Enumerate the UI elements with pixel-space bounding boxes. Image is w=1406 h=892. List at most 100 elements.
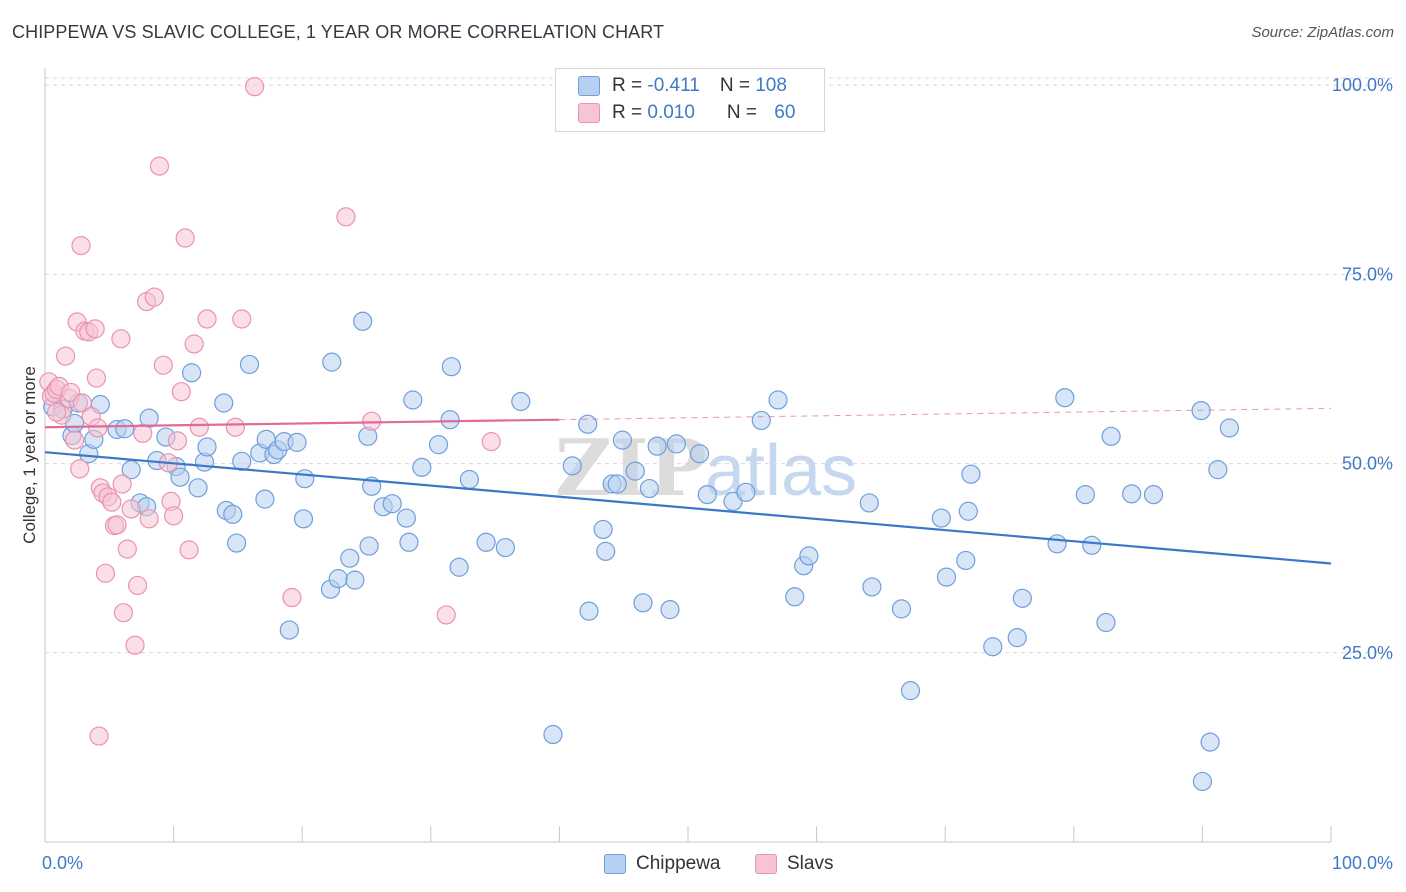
chippewa-point-19	[188, 478, 208, 498]
chippewa-point-9	[115, 419, 135, 439]
slavs-point-46	[179, 540, 199, 560]
chippewa-point-104	[1143, 485, 1164, 505]
chippewa-point-106	[1200, 732, 1220, 752]
slavs-n-label: N =	[726, 102, 763, 123]
chippewa-point-39	[328, 569, 348, 589]
chippewa-point-93	[961, 464, 981, 484]
slavs-point-32	[125, 635, 145, 655]
chippewa-point-45	[359, 536, 379, 556]
chippewa-r-label: R =	[612, 75, 648, 96]
slavs-point-11	[70, 459, 90, 479]
x-tick-label-max: 100.0%	[1332, 853, 1393, 873]
slavs-point-29	[113, 603, 134, 623]
chippewa-point-85	[859, 493, 879, 513]
slavs-point-24	[102, 492, 122, 512]
slavs-point-54	[336, 207, 356, 227]
chippewa-point-57	[459, 469, 479, 490]
chippewa-point-90	[936, 567, 957, 587]
slavs-point-59	[46, 402, 67, 422]
bottom-slavs-label: Slavs	[787, 853, 834, 874]
chippewa-point-24	[223, 504, 243, 524]
chippewa-point-80	[751, 410, 771, 431]
chippewa-point-84	[799, 546, 819, 566]
chart-title: CHIPPEWA VS SLAVIC COLLEGE, 1 YEAR OR MO…	[12, 22, 665, 42]
bottom-chippewa-swatch	[604, 854, 626, 874]
slavs-point-58	[89, 726, 109, 746]
chippewa-point-73	[647, 436, 667, 456]
slavs-point-39	[153, 355, 173, 375]
chippewa-point-54	[440, 410, 460, 430]
legend-row-slavs: R = 0.010 N = 60	[578, 100, 795, 126]
chippewa-point-48	[382, 494, 402, 514]
slavs-point-45	[175, 228, 195, 248]
slavs-point-22	[95, 563, 116, 583]
slavs-point-53	[282, 587, 302, 608]
bottom-chippewa-label: Chippewa	[636, 853, 721, 874]
chippewa-point-63	[578, 414, 598, 434]
chippewa-point-99	[1075, 485, 1095, 505]
chippewa-point-88	[900, 681, 921, 701]
slavs-point-48	[189, 417, 209, 437]
chippewa-point-109	[1219, 418, 1240, 438]
chippewa-point-79	[736, 482, 756, 502]
chippewa-point-66	[596, 541, 616, 561]
chippewa-point-102	[1101, 426, 1121, 446]
chippewa-point-82	[785, 587, 805, 607]
chippewa-point-86	[862, 577, 882, 597]
slavs-point-28	[112, 474, 132, 494]
correlation-legend: R = -0.411 N = 108 R = 0.010 N = 60	[555, 68, 825, 132]
slavs-point-33	[127, 575, 148, 596]
slavs-point-52	[245, 77, 265, 97]
y-tick-label-100: 100.0%	[1332, 75, 1393, 95]
slavs-point-6	[55, 346, 76, 366]
chippewa-point-92	[958, 501, 978, 521]
chippewa-point-96	[1012, 588, 1032, 608]
slavs-point-38	[149, 156, 170, 176]
chippewa-point-101	[1096, 612, 1116, 633]
chippewa-point-89	[931, 508, 951, 528]
chippewa-point-103	[1122, 484, 1142, 504]
x-tick-label-min: 0.0%	[42, 853, 83, 873]
chippewa-point-49	[396, 508, 416, 528]
chippewa-point-107	[1192, 771, 1213, 792]
chippewa-point-64	[579, 601, 599, 621]
chippewa-point-74	[660, 600, 680, 620]
chippewa-point-18	[182, 363, 202, 383]
slavs-point-42	[164, 506, 184, 526]
chippewa-point-59	[495, 537, 515, 558]
chippewa-point-58	[476, 532, 496, 552]
y-tick-label-25: 25.0%	[1342, 643, 1393, 663]
chippewa-point-37	[287, 432, 307, 452]
y-axis-label: College, 1 year or more	[20, 366, 39, 544]
chippewa-trend-line	[44, 451, 1332, 565]
chippewa-point-75	[666, 434, 687, 454]
chippewa-point-76	[689, 444, 710, 464]
chippewa-point-40	[322, 352, 342, 372]
chippewa-point-36	[295, 469, 315, 489]
slavs-point-49	[197, 309, 217, 329]
chippewa-point-34	[279, 620, 299, 640]
chippewa-point-42	[345, 570, 365, 590]
chippewa-point-77	[697, 485, 717, 505]
slavs-point-9	[64, 430, 85, 450]
chippewa-point-65	[593, 519, 613, 540]
chippewa-point-41	[340, 548, 360, 568]
slavs-point-17	[85, 319, 105, 339]
chippewa-point-61	[543, 724, 563, 745]
chippewa-n-label: N =	[719, 75, 756, 96]
slavs-r-label: R =	[612, 102, 648, 123]
chippewa-point-87	[891, 599, 912, 619]
chippewa-point-55	[441, 357, 461, 377]
chippewa-point-21	[197, 437, 217, 457]
slavs-point-43	[167, 431, 188, 451]
slavs-point-31	[121, 499, 141, 519]
chippewa-r-value: -0.411	[647, 75, 700, 96]
chippewa-point-108	[1208, 460, 1228, 480]
slavs-point-13	[72, 393, 92, 413]
slavs-point-51	[225, 417, 245, 437]
slavs-point-37	[144, 287, 164, 307]
chippewa-point-68	[607, 474, 627, 494]
slavs-swatch	[578, 103, 600, 123]
slavs-points	[39, 77, 501, 746]
